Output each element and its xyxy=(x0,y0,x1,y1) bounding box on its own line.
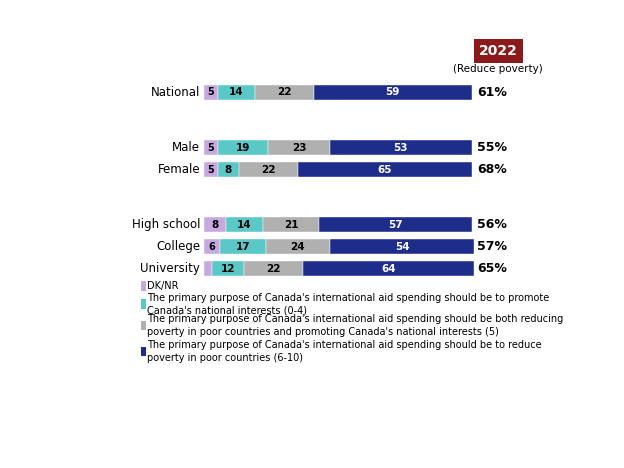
Text: The primary purpose of Canada's international aid spending should be both reduci: The primary purpose of Canada's internat… xyxy=(147,314,563,337)
Text: 5: 5 xyxy=(207,165,214,175)
Text: 61%: 61% xyxy=(477,86,507,99)
Bar xyxy=(141,299,146,309)
Text: 22: 22 xyxy=(277,88,291,97)
Bar xyxy=(239,162,298,177)
Text: 57: 57 xyxy=(388,219,402,230)
Text: (Reduce poverty): (Reduce poverty) xyxy=(454,64,543,74)
Bar xyxy=(141,347,146,356)
Bar xyxy=(330,239,474,254)
Bar xyxy=(212,261,244,276)
Text: 12: 12 xyxy=(221,263,235,274)
Text: 8: 8 xyxy=(225,165,232,175)
Text: 59: 59 xyxy=(386,88,400,97)
Bar xyxy=(220,239,266,254)
Text: DK/NR: DK/NR xyxy=(147,281,178,291)
Bar xyxy=(298,162,472,177)
Text: 14: 14 xyxy=(229,88,243,97)
Bar xyxy=(141,281,146,291)
Text: 65: 65 xyxy=(378,165,392,175)
Bar xyxy=(204,162,218,177)
Text: College: College xyxy=(156,240,200,253)
Text: 22: 22 xyxy=(266,263,281,274)
Text: 17: 17 xyxy=(236,241,250,252)
Text: 24: 24 xyxy=(290,241,305,252)
Text: 56%: 56% xyxy=(477,218,507,231)
Text: 53: 53 xyxy=(394,143,408,153)
Bar xyxy=(255,85,314,100)
Bar xyxy=(204,217,225,232)
Bar xyxy=(141,321,146,330)
Bar xyxy=(303,261,474,276)
Bar xyxy=(204,239,220,254)
Bar xyxy=(244,261,303,276)
Bar xyxy=(204,261,212,276)
Text: The primary purpose of Canada's international aid spending should be to reduce
p: The primary purpose of Canada's internat… xyxy=(147,340,542,363)
Text: 22: 22 xyxy=(261,165,276,175)
Bar xyxy=(218,140,268,155)
Bar xyxy=(204,140,218,155)
Bar xyxy=(266,239,330,254)
Text: 21: 21 xyxy=(284,219,298,230)
Text: 65%: 65% xyxy=(477,262,507,275)
Text: 8: 8 xyxy=(211,219,218,230)
Text: 19: 19 xyxy=(236,143,250,153)
Text: High school: High school xyxy=(132,218,200,231)
Text: Male: Male xyxy=(172,141,200,154)
Text: 5: 5 xyxy=(207,143,214,153)
Bar xyxy=(268,140,330,155)
Bar xyxy=(204,85,218,100)
Bar xyxy=(218,85,255,100)
Text: University: University xyxy=(140,262,200,275)
Bar xyxy=(218,162,239,177)
Bar xyxy=(225,217,263,232)
Text: 6: 6 xyxy=(209,241,215,252)
Bar xyxy=(314,85,472,100)
Text: 14: 14 xyxy=(237,219,251,230)
Bar xyxy=(330,140,472,155)
Text: Female: Female xyxy=(157,163,200,176)
Text: 57%: 57% xyxy=(477,240,507,253)
Text: 5: 5 xyxy=(207,88,214,97)
Text: 55%: 55% xyxy=(477,141,507,154)
Text: National: National xyxy=(151,86,200,99)
Text: 54: 54 xyxy=(395,241,409,252)
Text: 23: 23 xyxy=(292,143,306,153)
Text: 2022: 2022 xyxy=(479,44,518,58)
Bar xyxy=(319,217,472,232)
Text: 68%: 68% xyxy=(477,163,507,176)
Text: The primary purpose of Canada's international aid spending should be to promote
: The primary purpose of Canada's internat… xyxy=(147,293,549,315)
Bar xyxy=(263,217,319,232)
Text: 64: 64 xyxy=(381,263,396,274)
